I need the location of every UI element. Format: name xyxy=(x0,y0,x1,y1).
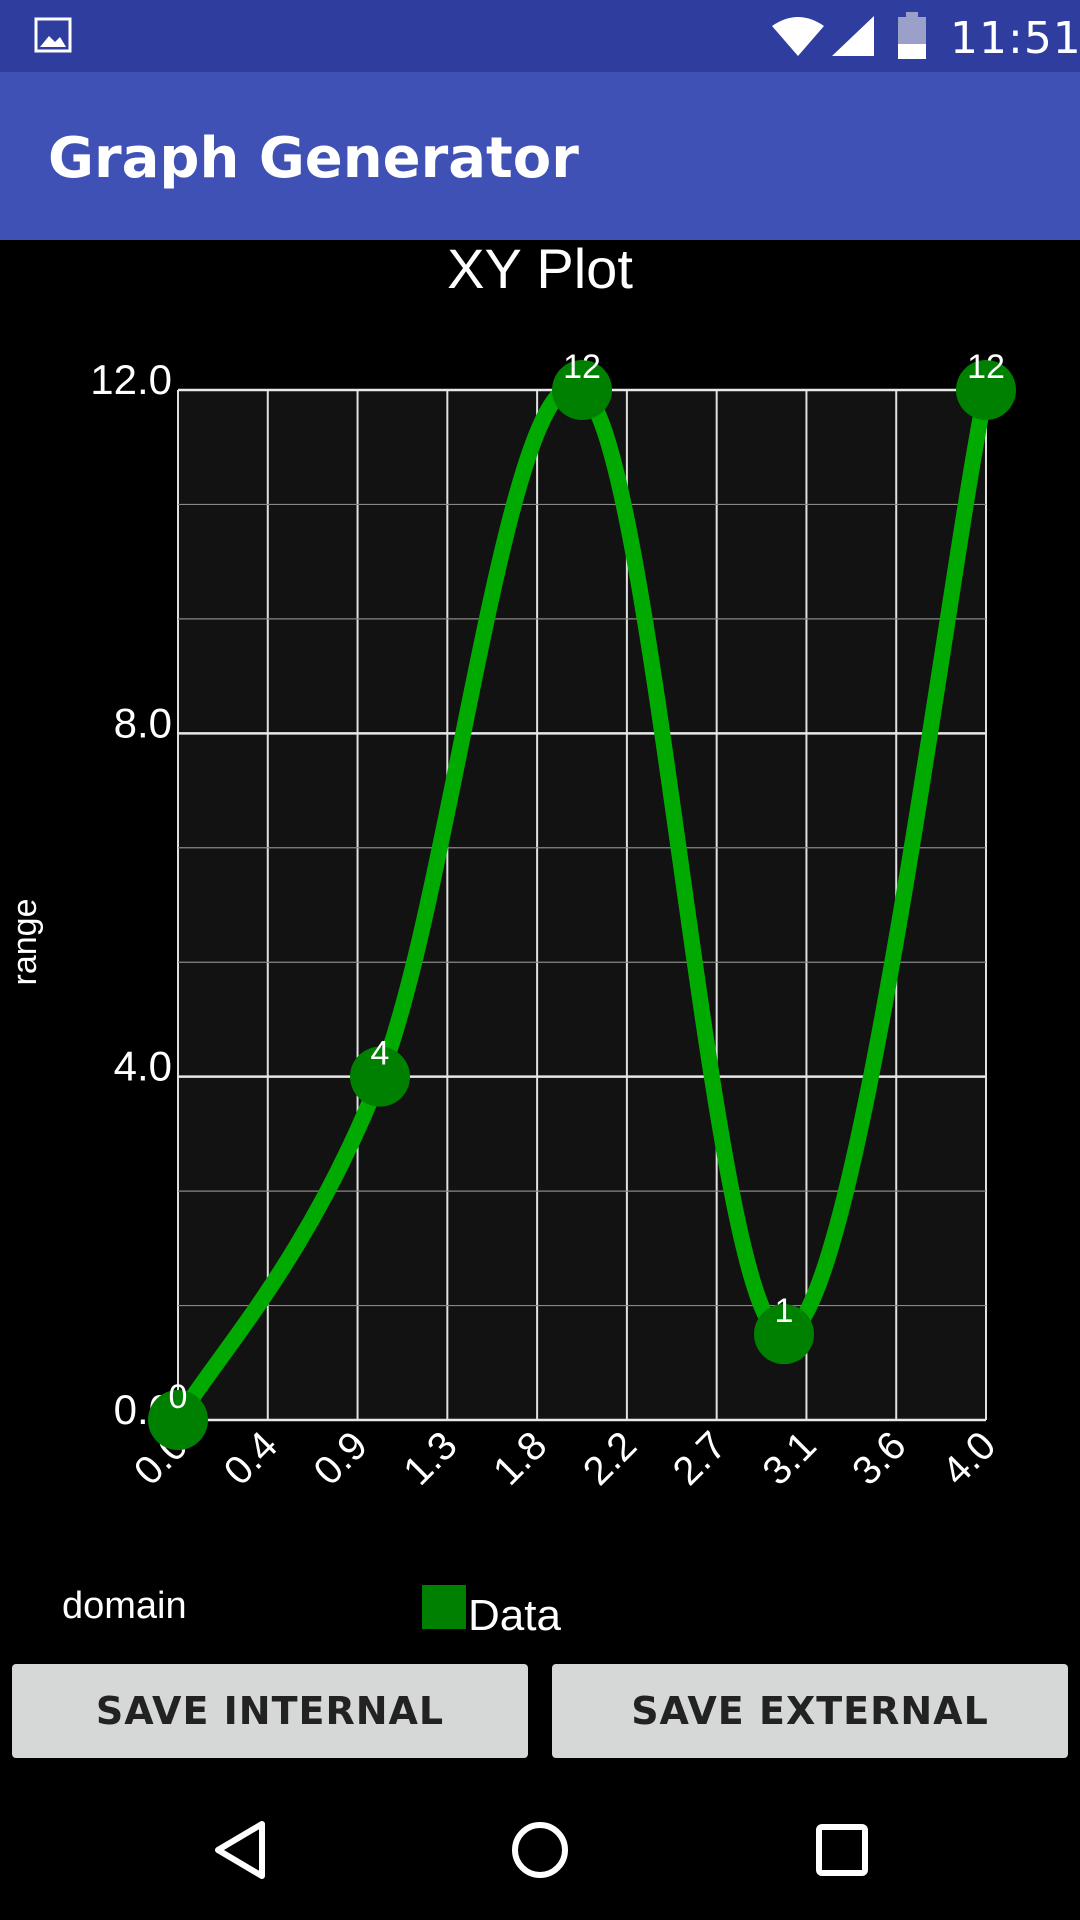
signal-icon xyxy=(832,16,874,56)
status-bar: 11:51 xyxy=(0,0,1080,72)
data-point-label: 1 xyxy=(775,1292,794,1330)
data-points: 0 4 12 1 12 xyxy=(148,348,1016,1450)
chart-title: XY Plot xyxy=(447,240,633,300)
data-point-label: 0 xyxy=(169,1378,188,1416)
x-tick-label: 3.1 xyxy=(754,1423,824,1493)
plot-area xyxy=(178,390,986,1420)
x-tick-label: 0.4 xyxy=(216,1423,286,1493)
home-icon[interactable] xyxy=(510,1820,570,1880)
legend-label-data: Data xyxy=(468,1591,561,1640)
y-axis-label: range xyxy=(6,899,44,986)
app-bar: Graph Generator xyxy=(0,72,1080,240)
x-tick-label: 3.6 xyxy=(844,1423,914,1493)
data-point-label: 4 xyxy=(371,1035,390,1073)
data-point-label: 12 xyxy=(563,348,601,386)
x-tick-label: 0.9 xyxy=(305,1423,375,1493)
status-clock: 11:51 xyxy=(950,13,1080,64)
data-point xyxy=(552,360,612,420)
legend-swatch-data xyxy=(422,1585,466,1629)
x-axis-label: domain xyxy=(62,1585,187,1627)
nav-bar xyxy=(0,1780,1080,1920)
y-tick-labels: 0.04.08.012.0 xyxy=(90,356,172,1433)
x-tick-label: 1.3 xyxy=(395,1423,465,1493)
app-title: Graph Generator xyxy=(48,126,579,191)
xy-plot: XY Plot 0.0 4.0 8.0 12.0 0.0 0.4 0.9 1.3 1.8 2.2… xyxy=(0,240,1080,1660)
y-tick-label: 12.0 xyxy=(90,356,172,403)
y-tick-label: 4.0 xyxy=(114,1043,172,1090)
x-tick-labels: 0.0 0.4 0.9 1.3 1.8 2.2 2.7 3.1 3.6 4.0 xyxy=(126,1423,1004,1493)
y-tick-label: 8.0 xyxy=(114,699,172,746)
data-point xyxy=(956,360,1016,420)
image-icon xyxy=(34,17,72,53)
battery-icon xyxy=(898,12,926,59)
data-point xyxy=(350,1046,410,1107)
data-point xyxy=(754,1304,814,1365)
save-internal-button[interactable]: SAVE INTERNAL xyxy=(12,1664,528,1758)
recents-icon[interactable] xyxy=(812,1820,872,1880)
x-tick-label: 1.8 xyxy=(485,1423,555,1493)
x-tick-label: 2.7 xyxy=(665,1423,735,1493)
series-line-data xyxy=(170,379,994,1428)
save-external-button[interactable]: SAVE EXTERNAL xyxy=(552,1664,1068,1758)
x-tick-label: 4.0 xyxy=(934,1423,1004,1493)
back-icon[interactable] xyxy=(210,1820,270,1880)
x-tick-label: 2.2 xyxy=(575,1423,645,1493)
data-point xyxy=(148,1390,208,1450)
data-point-label: 12 xyxy=(967,348,1005,386)
chart-svg: XY Plot 0.04.08.012.0 0.0 0.4 0.9 1.3 1.8 2.2… xyxy=(6,240,1016,1640)
wifi-icon xyxy=(772,17,824,56)
